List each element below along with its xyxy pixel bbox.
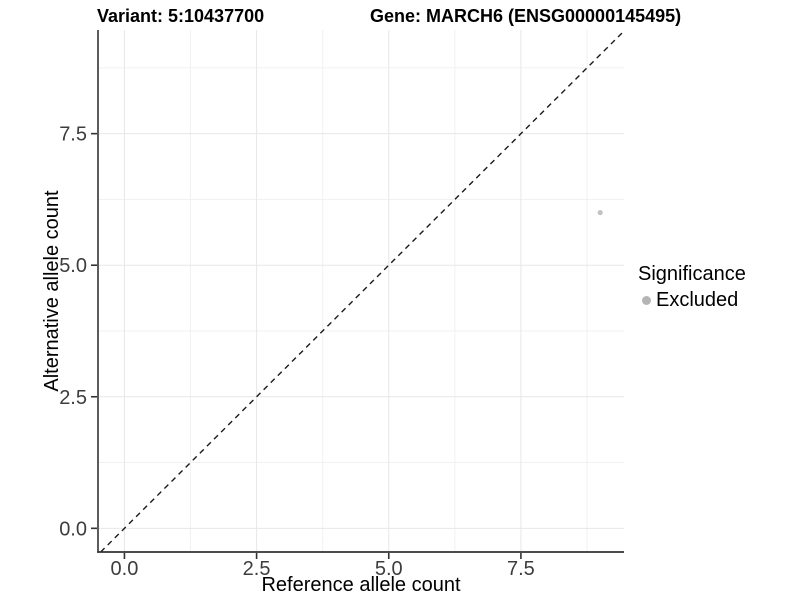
axis-lines [97, 30, 624, 553]
x-tick-label: 5.0 [375, 558, 403, 580]
legend-circle-marker-icon [642, 296, 651, 305]
x-tick-label: 0.0 [111, 558, 139, 580]
y-tick-label: 2.5 [59, 387, 87, 409]
major-gridlines [98, 30, 624, 552]
legend-item-excluded: Excluded [638, 289, 746, 312]
y-tick-label: 0.0 [59, 518, 87, 540]
x-tick-label: 7.5 [507, 558, 535, 580]
data-point [597, 209, 603, 216]
y-axis-title: Alternative allele count [41, 190, 63, 392]
x-axis-title: Reference allele count [261, 574, 461, 596]
legend: Significance Excluded [638, 263, 746, 312]
identity-line [100, 30, 625, 553]
x-tick-label: 2.5 [243, 558, 271, 580]
tick-labels: 0.0 2.5 5.0 7.5 0.0 2.5 5.0 7.5 [59, 124, 535, 580]
legend-item-label: Excluded [656, 289, 739, 311]
tick-marks [91, 132, 522, 559]
legend-title: Significance [638, 263, 746, 285]
minor-gridlines [98, 30, 624, 552]
plot-title-gene: Gene: MARCH6 (ENSG00000145495) [370, 6, 682, 26]
y-tick-label: 7.5 [59, 124, 87, 146]
plot-title-variant: Variant: 5:10437700 [97, 6, 265, 26]
y-tick-label: 5.0 [59, 255, 87, 277]
data-points [597, 209, 603, 216]
